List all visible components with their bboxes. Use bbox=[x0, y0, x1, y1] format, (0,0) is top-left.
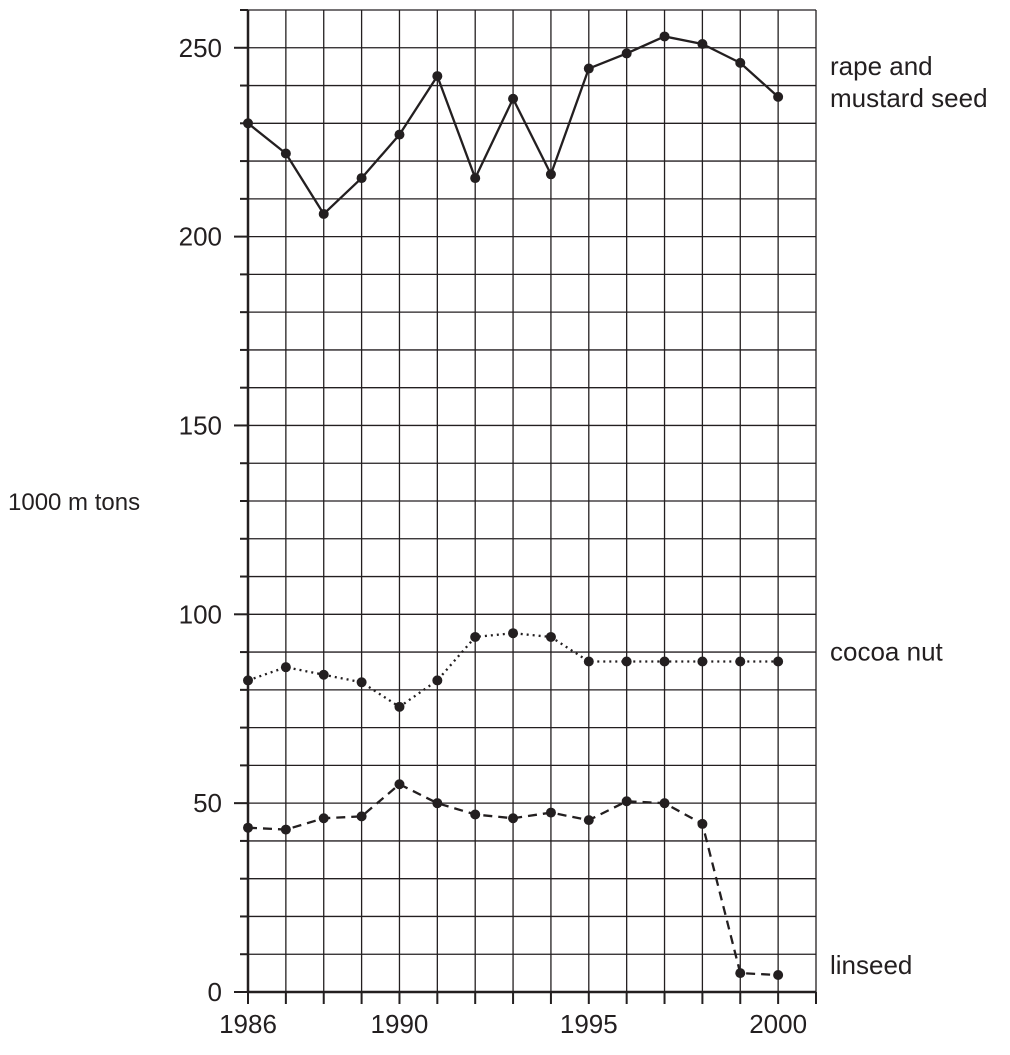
data-point bbox=[659, 798, 670, 809]
data-point bbox=[583, 63, 594, 74]
data-point bbox=[470, 809, 481, 820]
series-label-line: mustard seed bbox=[830, 83, 988, 113]
x-tick-label: 1986 bbox=[219, 1009, 277, 1039]
y-tick-label: 100 bbox=[179, 599, 222, 629]
data-point bbox=[659, 656, 670, 667]
data-point bbox=[735, 968, 746, 979]
data-point bbox=[735, 656, 746, 667]
data-point bbox=[697, 38, 708, 49]
data-point bbox=[356, 677, 367, 688]
y-tick-label: 250 bbox=[179, 33, 222, 63]
series-label-line: cocoa nut bbox=[830, 637, 944, 667]
y-axis-label: 1000 m tons bbox=[8, 489, 140, 516]
data-point bbox=[659, 31, 670, 42]
data-point bbox=[545, 169, 556, 180]
series-line-2 bbox=[247, 632, 779, 708]
label-layer: rape and mustard seed cocoa nut linseed bbox=[830, 51, 988, 980]
data-point bbox=[318, 208, 329, 219]
x-tick-label: 1995 bbox=[560, 1009, 618, 1039]
series-label-line: rape and bbox=[830, 51, 933, 81]
data-point bbox=[545, 631, 556, 642]
series-line-3 bbox=[247, 783, 779, 977]
data-point bbox=[508, 628, 519, 639]
series-layer bbox=[243, 31, 784, 981]
data-point bbox=[621, 48, 632, 59]
data-point bbox=[243, 675, 253, 686]
data-point bbox=[432, 675, 443, 686]
data-point bbox=[280, 662, 291, 673]
data-point bbox=[394, 701, 405, 712]
series-label-line: linseed bbox=[830, 950, 912, 980]
data-point bbox=[697, 656, 708, 667]
data-point bbox=[243, 118, 253, 129]
y-tick-label: 50 bbox=[193, 788, 222, 818]
series-label-1: rape and mustard seed bbox=[830, 51, 988, 113]
data-point bbox=[280, 148, 291, 159]
y-tick-label: 200 bbox=[179, 222, 222, 252]
data-point bbox=[356, 811, 367, 822]
data-point bbox=[773, 91, 784, 102]
x-tick-label: 1990 bbox=[371, 1009, 429, 1039]
series-label-3: linseed bbox=[830, 950, 912, 980]
data-point bbox=[508, 813, 519, 824]
grid-layer bbox=[248, 9, 817, 992]
data-point bbox=[470, 173, 481, 184]
data-point bbox=[470, 631, 481, 642]
series-label-2: cocoa nut bbox=[830, 637, 944, 667]
y-tick-label: 150 bbox=[179, 410, 222, 440]
data-point bbox=[621, 796, 632, 807]
y-tick-label: 0 bbox=[208, 977, 222, 1007]
data-point bbox=[432, 798, 443, 809]
data-point bbox=[773, 970, 784, 981]
data-point bbox=[280, 824, 291, 835]
data-point bbox=[318, 813, 329, 824]
data-point bbox=[394, 129, 405, 140]
data-point bbox=[394, 779, 405, 790]
data-point bbox=[508, 93, 519, 104]
x-tick-label: 2000 bbox=[749, 1009, 807, 1039]
data-point bbox=[621, 656, 632, 667]
data-point bbox=[583, 815, 594, 826]
data-point bbox=[432, 71, 443, 82]
data-point bbox=[697, 818, 708, 829]
data-point bbox=[545, 807, 556, 818]
data-point bbox=[773, 656, 784, 667]
data-point bbox=[735, 57, 746, 68]
data-point bbox=[356, 173, 367, 184]
data-point bbox=[243, 822, 253, 833]
axes-layer: 0 50 100 150 200 250 1986 1990 1995 2000 1000 m to… bbox=[8, 9, 817, 1039]
data-point bbox=[318, 669, 329, 680]
data-point bbox=[583, 656, 594, 667]
